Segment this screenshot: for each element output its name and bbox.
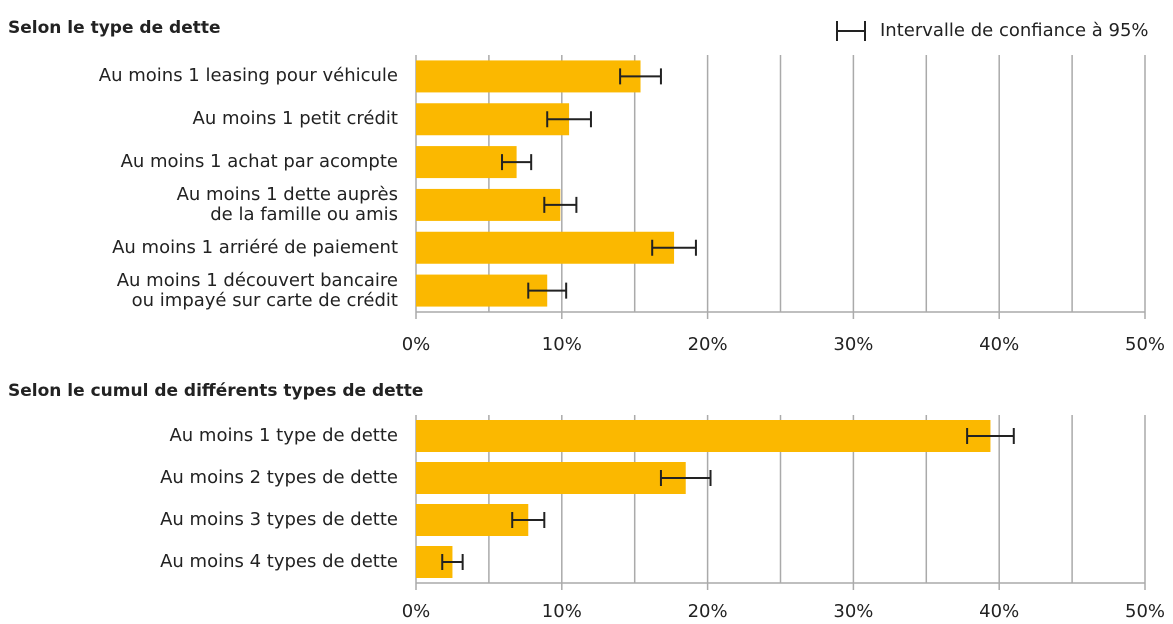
y-tick-label: Au moins 4 types de dette — [160, 551, 398, 572]
error-bar — [501, 154, 533, 171]
error-bar — [546, 111, 592, 128]
legend-icon — [836, 21, 866, 41]
bar — [416, 274, 548, 307]
y-tick-label: Au moins 1 découvert bancaire ou impayé … — [116, 269, 398, 311]
bar — [416, 103, 570, 136]
x-tick-label: 40% — [979, 601, 1020, 622]
legend-label: Intervalle de confiance à 95% — [880, 20, 1149, 41]
x-tick-label: 10% — [541, 334, 582, 355]
bar — [416, 504, 529, 536]
bar — [416, 231, 675, 264]
x-tick-label: 30% — [833, 334, 874, 355]
x-tick-label: 20% — [687, 334, 728, 355]
x-tick-label: 20% — [687, 601, 728, 622]
bar — [416, 462, 686, 494]
y-tick-label: Au moins 1 dette auprès de la famille ou… — [176, 183, 398, 225]
error-bar — [441, 554, 464, 570]
error-bar — [619, 68, 662, 85]
section-title: Selon le type de dette — [8, 18, 221, 38]
x-tick-label: 10% — [541, 601, 582, 622]
y-tick-label: Au moins 2 types de dette — [160, 467, 398, 488]
section-title: Selon le cumul de différents types de de… — [8, 381, 424, 401]
x-tick-label: 0% — [401, 601, 431, 622]
y-tick-label: Au moins 3 types de dette — [160, 509, 398, 530]
error-bar — [527, 282, 568, 299]
bar — [416, 60, 641, 93]
y-tick-label: Au moins 1 achat par acompte — [120, 151, 398, 173]
error-bar — [511, 512, 546, 528]
x-tick-label: 50% — [1124, 601, 1166, 622]
error-bar — [543, 196, 578, 213]
y-tick-label: Au moins 1 leasing pour véhicule — [98, 65, 398, 87]
x-tick-label: 40% — [979, 334, 1020, 355]
error-bar — [966, 428, 1015, 444]
y-tick-label: Au moins 1 type de dette — [169, 425, 398, 446]
error-bar — [659, 470, 712, 486]
x-tick-label: 30% — [833, 601, 874, 622]
error-bar — [651, 239, 697, 256]
bar — [416, 146, 517, 179]
y-tick-label: Au moins 1 petit crédit — [192, 108, 398, 130]
y-tick-label: Au moins 1 arriéré de paiement — [112, 236, 398, 258]
x-tick-label: 50% — [1124, 334, 1166, 355]
bar — [416, 188, 561, 221]
bar — [416, 420, 991, 452]
x-tick-label: 0% — [401, 334, 431, 355]
